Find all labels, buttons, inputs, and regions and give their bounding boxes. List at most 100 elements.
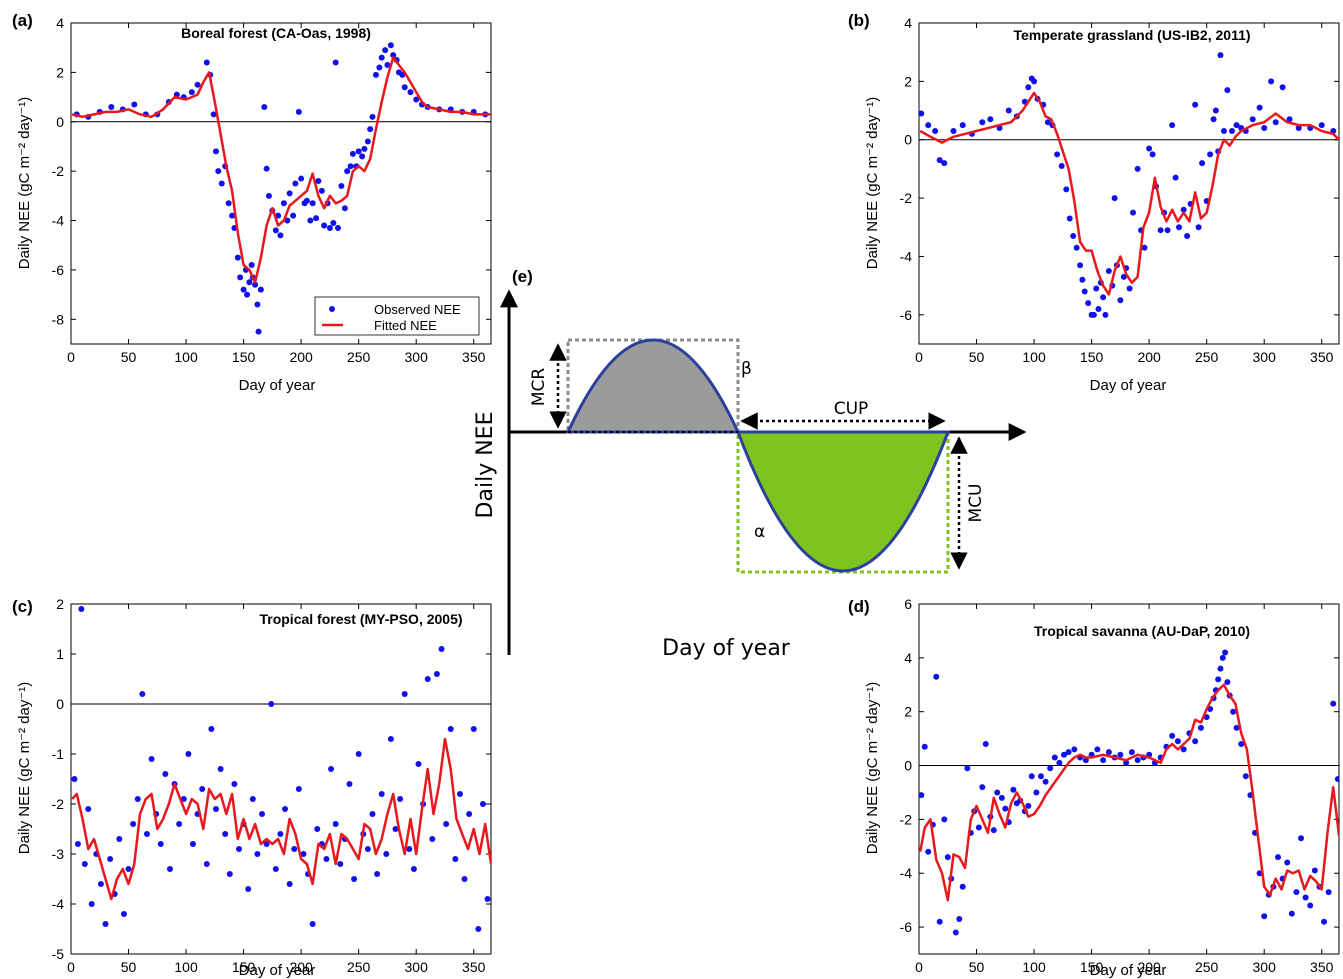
observed-point (1037, 773, 1044, 780)
observed-point (1169, 122, 1176, 129)
observed-point (925, 122, 932, 129)
observed-point (1275, 854, 1282, 861)
observed-point (295, 108, 302, 115)
diagram-y-label: Daily NEE (473, 412, 498, 519)
observed-point (1033, 789, 1040, 796)
observed-point (959, 883, 966, 890)
observed-point (215, 168, 222, 175)
y-tick-label: -4 (900, 865, 913, 881)
observed-point (452, 856, 459, 862)
observed-point (212, 148, 219, 155)
x-tick-label: 250 (1195, 349, 1219, 365)
y-tick-label: 1 (56, 646, 64, 662)
observed-point (1090, 311, 1097, 318)
y-tick-label: 4 (904, 15, 912, 31)
observed-point (1242, 773, 1249, 780)
observed-point (225, 200, 232, 207)
observed-point (265, 192, 272, 199)
x-tick-label: 150 (232, 959, 256, 975)
observed-point (1295, 125, 1302, 132)
panel-d-title: Tropical savanna (AU-DaP, 2010) (1034, 623, 1250, 639)
observed-point (1094, 746, 1101, 753)
observed-point (925, 848, 932, 855)
observed-point (1268, 78, 1275, 85)
observed-point (964, 765, 971, 772)
observed-point (1184, 233, 1191, 240)
panel-b-xlabel: Day of year (1090, 377, 1167, 394)
x-tick-label: 200 (289, 349, 313, 365)
observed-point (1028, 773, 1035, 780)
observed-point (1044, 119, 1051, 126)
observed-point (959, 122, 966, 129)
observed-point (134, 796, 141, 802)
observed-point (1100, 294, 1107, 301)
panel-a-title: Boreal forest (CA-Oas, 1998) (181, 25, 371, 41)
observed-point (1047, 765, 1054, 772)
plot-frame (70, 603, 492, 955)
observed-point (309, 921, 316, 927)
observed-point (921, 743, 928, 750)
observed-point (203, 861, 210, 867)
y-tick-label: 2 (904, 704, 912, 720)
observed-point (347, 163, 354, 170)
observed-point (1311, 867, 1318, 874)
y-tick-label: 0 (904, 758, 912, 774)
observed-point (1025, 84, 1032, 91)
observed-point (272, 866, 279, 872)
observed-point (979, 784, 986, 791)
observed-point (1233, 724, 1240, 731)
x-tick-label: 50 (969, 349, 985, 365)
x-tick-label: 250 (347, 349, 371, 365)
observed-point (208, 726, 215, 732)
mcr-label: MCR (529, 368, 549, 407)
x-tick-label: 200 (1137, 959, 1161, 975)
observed-point (479, 801, 486, 807)
x-tick-label: 350 (1310, 349, 1334, 365)
observed-point (277, 831, 284, 837)
observed-point (189, 841, 196, 847)
observed-point (1334, 776, 1339, 782)
observed-point (1212, 107, 1219, 114)
panel-d-letter: (d) (848, 597, 870, 616)
observed-point (1220, 127, 1227, 134)
observed-point (982, 741, 989, 747)
observed-point (1025, 802, 1032, 809)
observed-point (941, 816, 948, 823)
observed-point (236, 846, 242, 852)
x-tick-label: 0 (915, 959, 923, 975)
observed-point (349, 150, 356, 157)
observed-point (1172, 174, 1179, 181)
observed-point (956, 916, 963, 922)
observed-point (1002, 805, 1009, 812)
x-tick-label: 250 (347, 959, 371, 975)
observed-point (286, 881, 293, 887)
panel-a-xlabel: Day of year (239, 377, 316, 394)
observed-point (1228, 127, 1235, 134)
observed-point (466, 811, 473, 817)
observed-point (254, 301, 261, 308)
observed-point (1117, 751, 1124, 758)
observed-point (344, 168, 351, 175)
observed-point (384, 61, 391, 68)
observed-point (120, 911, 127, 917)
x-tick-label: 50 (969, 959, 985, 975)
observed-point (438, 646, 445, 652)
observed-point (332, 821, 339, 827)
observed-point (292, 180, 299, 187)
observed-point (484, 896, 491, 902)
x-tick-label: 300 (1253, 959, 1277, 975)
observed-point (1325, 889, 1332, 896)
observed-point (1233, 122, 1240, 129)
observed-point (1321, 918, 1328, 925)
observed-point (231, 781, 238, 787)
observed-point (936, 157, 943, 164)
observed-point (1217, 665, 1224, 672)
observed-point (415, 761, 422, 767)
observed-point (461, 876, 468, 882)
observed-point (1100, 757, 1107, 764)
observed-point (229, 212, 236, 219)
observed-point (1192, 101, 1199, 108)
observed-point (397, 796, 404, 802)
plot-frame (918, 603, 1340, 955)
observed-point (1065, 749, 1072, 756)
